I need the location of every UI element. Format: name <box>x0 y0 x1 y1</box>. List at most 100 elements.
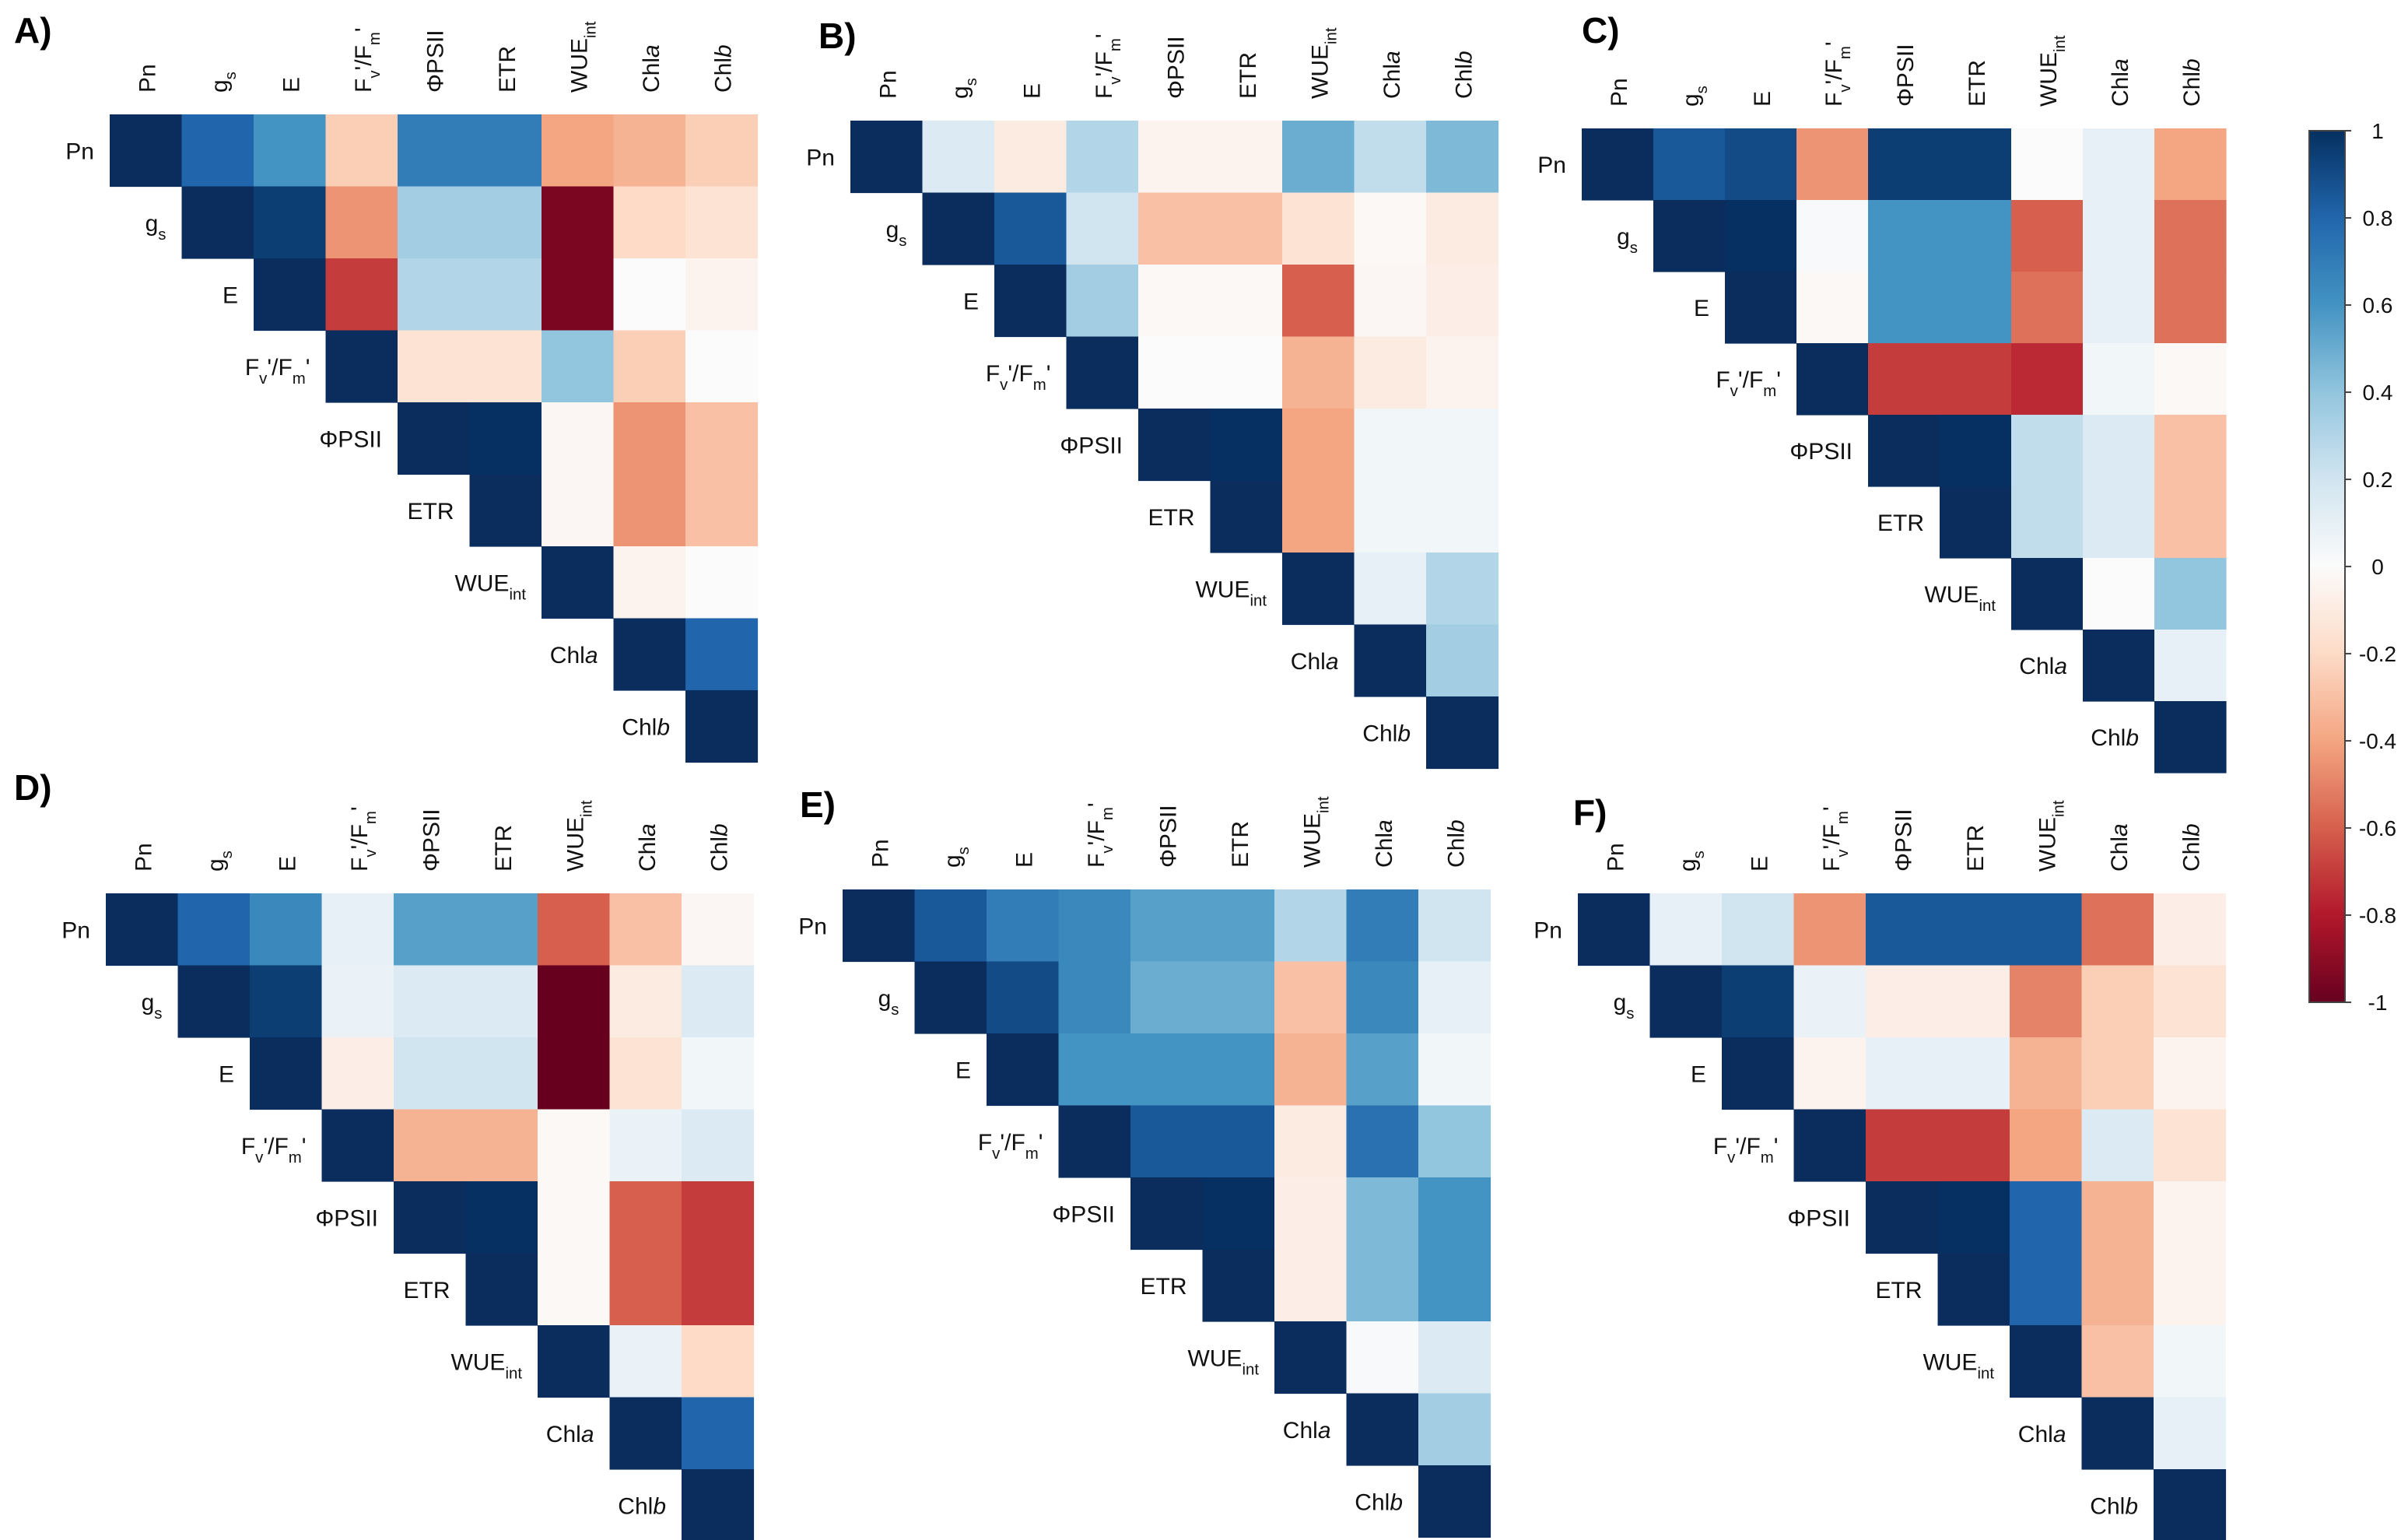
row-label-chlb: Chlb <box>2090 1493 2138 1519</box>
row-label-psii: ΦPSII <box>1060 433 1123 458</box>
heatmap-cell-fvfm-psii <box>1138 336 1211 409</box>
heatmap-cell-e-chlb <box>682 1037 755 1110</box>
col-label-chlb: Chlb <box>1443 819 1469 868</box>
heatmap-cell-fvfm-fvfm <box>1058 1105 1131 1178</box>
heatmap-cell-pn-etr <box>465 893 538 966</box>
heatmap-panel-5: E) Pn gs E Fv'/Fm' ΦPSII ETR WUEint Chla Chlb Pn gs… <box>798 784 1491 1538</box>
heatmap-cell-chla-chla <box>2081 1397 2154 1470</box>
row-label-pn: Pn <box>798 914 827 939</box>
heatmap-cell-etr-wueint <box>1282 480 1355 553</box>
col-label-chla: Chla <box>635 823 661 872</box>
heatmap-cell-gs-psii <box>1868 200 1940 272</box>
heatmap-cell-pn-gs <box>1653 128 1726 201</box>
heatmap-cell-gs-fvfm <box>325 186 398 259</box>
heatmap-cell-pn-e <box>994 121 1067 194</box>
heatmap-cell-e-fvfm <box>1058 1033 1131 1107</box>
heatmap-cell-psii-chla <box>1354 409 1427 482</box>
heatmap-cell-pn-e <box>250 893 323 966</box>
row-label-e: E <box>219 1061 234 1087</box>
col-label-fvfm: Fv'/Fm' <box>1821 41 1854 107</box>
heatmap-cell-pn-chla <box>2081 893 2154 966</box>
heatmap-cell-pn-e <box>1725 128 1797 201</box>
row-label-chlb: Chlb <box>1362 721 1411 746</box>
col-label-gs: gs <box>207 72 240 93</box>
heatmap-cell-gs-e <box>994 192 1067 265</box>
heatmap-cell-gs-e <box>250 965 323 1038</box>
heatmap-cell-gs-chlb <box>2154 200 2227 272</box>
colorbar-tick-label: -0.4 <box>2359 729 2396 753</box>
heatmap-cell-e-chla <box>609 1037 682 1110</box>
heatmap-cell-wueint-wueint <box>2011 558 2084 630</box>
heatmap-cell-pn-chla <box>609 893 682 966</box>
col-label-chla: Chla <box>2107 823 2133 872</box>
heatmap-cell-psii-chlb <box>1426 409 1499 482</box>
heatmap-cell-chlb-chlb <box>2154 701 2227 774</box>
heatmap-cell-e-etr <box>1210 265 1283 338</box>
heatmap-cell-gs-chla <box>2081 965 2154 1038</box>
row-label-chla: Chla <box>2018 1422 2066 1447</box>
heatmap-cell-e-fvfm <box>321 1037 394 1110</box>
colorbar-tick-label: -1 <box>2368 991 2388 1015</box>
heatmap-cell-fvfm-psii <box>398 330 471 403</box>
heatmap-cell-psii-chla <box>1346 1177 1419 1251</box>
heatmap-cell-pn-psii <box>1138 121 1211 194</box>
heatmap-cell-pn-fvfm <box>1066 121 1139 194</box>
row-label-etr: ETR <box>408 499 454 524</box>
row-label-pn: Pn <box>65 139 94 164</box>
heatmap-cell-fvfm-etr <box>469 330 542 403</box>
heatmap-cell-gs-psii <box>394 965 467 1038</box>
heatmap-cell-etr-chlb <box>1426 480 1499 553</box>
heatmap-cell-pn-chlb <box>1418 889 1491 963</box>
col-label-etr: ETR <box>1965 60 1990 107</box>
heatmap-cell-gs-psii <box>1866 965 1939 1038</box>
heatmap-cell-fvfm-wueint <box>542 330 615 403</box>
heatmap-cell-chlb-chlb <box>1426 696 1499 770</box>
heatmap-cell-pn-psii <box>394 893 467 966</box>
heatmap-cell-e-chlb <box>2154 272 2227 344</box>
row-label-e: E <box>955 1058 971 1083</box>
heatmap-cell-chla-chla <box>2083 630 2155 702</box>
heatmap-cell-pn-chla <box>2083 128 2155 201</box>
heatmap-cell-etr-chla <box>1346 1249 1419 1322</box>
col-label-chlb: Chlb <box>2179 58 2205 107</box>
col-label-e: E <box>1011 852 1037 868</box>
heatmap-cell-gs-psii <box>1138 192 1211 265</box>
heatmap-cell-gs-e <box>1725 200 1797 272</box>
col-label-chla: Chla <box>2108 58 2133 107</box>
heatmap-cell-wueint-chla <box>2081 1325 2154 1398</box>
colorbar-tick-label: 0 <box>2371 555 2384 579</box>
heatmap-cell-gs-wueint <box>2010 965 2083 1038</box>
panel-letter: F) <box>1573 792 1607 833</box>
row-label-fvfm: Fv'/Fm' <box>1713 1134 1779 1166</box>
heatmap-cell-etr-chlb <box>2154 1253 2227 1326</box>
row-label-wueint: WUEint <box>450 1349 522 1382</box>
heatmap-cell-gs-etr <box>1940 200 2012 272</box>
heatmap-cell-psii-wueint <box>2011 415 2084 487</box>
panel-letter: D) <box>14 767 52 808</box>
heatmap-cell-fvfm-chlb <box>1418 1105 1491 1178</box>
col-label-wueint: WUEint <box>563 800 595 872</box>
heatmap-cell-gs-wueint <box>1282 192 1355 265</box>
heatmap-cell-chla-chlb <box>682 1397 755 1470</box>
heatmap-cell-gs-wueint <box>2011 200 2084 272</box>
heatmap-cell-e-e <box>250 1037 323 1110</box>
heatmap-cell-gs-chlb <box>1426 192 1499 265</box>
col-label-pn: Pn <box>1603 843 1628 872</box>
row-label-fvfm: Fv'/Fm' <box>978 1130 1043 1163</box>
heatmap-cell-chla-chla <box>613 618 686 691</box>
heatmap-cell-wueint-chla <box>1354 553 1427 626</box>
heatmap-cell-pn-chlb <box>1426 121 1499 194</box>
heatmap-cell-fvfm-wueint <box>2011 343 2084 416</box>
heatmap-cell-fvfm-chla <box>1346 1105 1419 1178</box>
heatmap-cell-pn-wueint <box>2010 893 2083 966</box>
heatmap-cell-chla-chlb <box>1426 624 1499 697</box>
heatmap-cell-pn-etr <box>1210 121 1283 194</box>
heatmap-cell-chlb-chlb <box>682 1469 755 1540</box>
heatmap-cell-gs-etr <box>1937 965 2010 1038</box>
heatmap-cell-psii-chlb <box>1418 1177 1491 1251</box>
heatmap-cell-etr-chlb <box>2154 486 2227 559</box>
heatmap-cell-psii-chlb <box>2154 415 2227 487</box>
heatmap-cell-etr-etr <box>465 1253 538 1326</box>
col-label-psii: ΦPSII <box>422 30 448 93</box>
col-label-chla: Chla <box>1372 819 1397 868</box>
